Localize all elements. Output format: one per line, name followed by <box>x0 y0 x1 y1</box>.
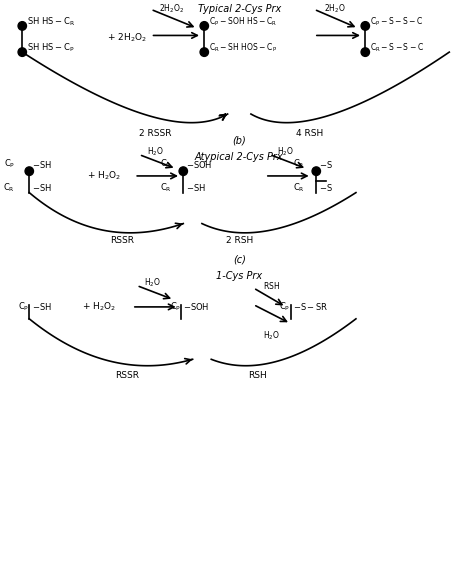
Text: $\mathsf{C_P}$: $\mathsf{C_P}$ <box>18 301 29 313</box>
Text: $\mathsf{SH\ HS-C_R}$: $\mathsf{SH\ HS-C_R}$ <box>27 16 75 28</box>
Text: $\mathsf{C_R}$: $\mathsf{C_R}$ <box>3 182 15 194</box>
Text: $\mathsf{SH\ HS-C_P}$: $\mathsf{SH\ HS-C_P}$ <box>27 41 74 53</box>
Text: RSSR: RSSR <box>110 236 135 245</box>
Text: $\mathsf{H_2O}$: $\mathsf{H_2O}$ <box>264 329 281 342</box>
Text: $\mathsf{-SOH}$: $\mathsf{-SOH}$ <box>186 159 212 170</box>
Text: RSSR: RSSR <box>115 371 139 381</box>
Circle shape <box>361 22 369 30</box>
Text: $\mathsf{C_P}$: $\mathsf{C_P}$ <box>293 158 305 170</box>
Circle shape <box>200 48 209 56</box>
Circle shape <box>200 22 209 30</box>
Text: $\mathsf{C_R}$: $\mathsf{C_R}$ <box>293 182 305 194</box>
Text: $\mathsf{C_P}$: $\mathsf{C_P}$ <box>170 301 181 313</box>
Text: 2 RSSR: 2 RSSR <box>139 129 172 137</box>
Text: $\mathsf{H_2O}$: $\mathsf{H_2O}$ <box>277 146 294 158</box>
Text: Atypical 2-Cys Prx: Atypical 2-Cys Prx <box>195 152 283 162</box>
Text: (c): (c) <box>233 254 246 264</box>
Text: $+\ 2\mathsf{H_2O_2}$: $+\ 2\mathsf{H_2O_2}$ <box>107 32 147 44</box>
Text: $+\ \mathsf{H_2O_2}$: $+\ \mathsf{H_2O_2}$ <box>82 301 116 313</box>
Text: $\mathsf{C_R}$: $\mathsf{C_R}$ <box>160 182 172 194</box>
Text: $\mathsf{-SH}$: $\mathsf{-SH}$ <box>32 301 52 312</box>
Text: $\mathsf{C_P}$: $\mathsf{C_P}$ <box>160 158 172 170</box>
Text: $\mathsf{C_P-S-S-C}$: $\mathsf{C_P-S-S-C}$ <box>370 16 423 28</box>
Circle shape <box>179 167 188 175</box>
Text: $2\mathsf{H_2O}$: $2\mathsf{H_2O}$ <box>324 3 346 16</box>
Text: $2\mathsf{H_2O_2}$: $2\mathsf{H_2O_2}$ <box>159 3 184 16</box>
Text: $\mathsf{-S}$: $\mathsf{-S}$ <box>319 159 332 170</box>
Text: $\mathsf{C_R-S-S-C}$: $\mathsf{C_R-S-S-C}$ <box>370 41 424 53</box>
Text: $\mathsf{-SH}$: $\mathsf{-SH}$ <box>32 159 52 170</box>
Text: $\mathsf{C_P-SOH\ HS-C_R}$: $\mathsf{C_P-SOH\ HS-C_R}$ <box>209 16 277 28</box>
Text: $\mathsf{-SH}$: $\mathsf{-SH}$ <box>32 182 52 193</box>
Text: $\mathsf{-S-SR}$: $\mathsf{-S-SR}$ <box>293 301 328 312</box>
Text: $\mathsf{-SOH}$: $\mathsf{-SOH}$ <box>183 301 210 312</box>
Circle shape <box>361 48 369 56</box>
Text: Typical 2-Cys Prx: Typical 2-Cys Prx <box>198 4 281 14</box>
Text: $\mathsf{C_P}$: $\mathsf{C_P}$ <box>279 301 291 313</box>
Text: $\mathsf{H_2O}$: $\mathsf{H_2O}$ <box>147 146 164 158</box>
Text: $\mathsf{RSH}$: $\mathsf{RSH}$ <box>264 280 281 291</box>
Text: $\mathsf{C_R-SH\ HOS-C_P}$: $\mathsf{C_R-SH\ HOS-C_P}$ <box>209 41 277 53</box>
Circle shape <box>312 167 320 175</box>
Text: 4 RSH: 4 RSH <box>296 129 323 137</box>
Text: $\mathsf{-S}$: $\mathsf{-S}$ <box>319 182 332 193</box>
Text: $\mathsf{-SH}$: $\mathsf{-SH}$ <box>186 182 205 193</box>
Text: 2 RSH: 2 RSH <box>226 236 253 245</box>
Circle shape <box>25 167 34 175</box>
Text: 1-Cys Prx: 1-Cys Prx <box>216 271 262 281</box>
Text: $+\ \mathsf{H_2O_2}$: $+\ \mathsf{H_2O_2}$ <box>87 170 121 182</box>
Circle shape <box>18 48 27 56</box>
Text: RSH: RSH <box>248 371 267 381</box>
Text: $\mathsf{C_P}$: $\mathsf{C_P}$ <box>4 158 15 170</box>
Text: (b): (b) <box>232 135 246 145</box>
Circle shape <box>18 22 27 30</box>
Text: $\mathsf{H_2O}$: $\mathsf{H_2O}$ <box>145 277 162 289</box>
